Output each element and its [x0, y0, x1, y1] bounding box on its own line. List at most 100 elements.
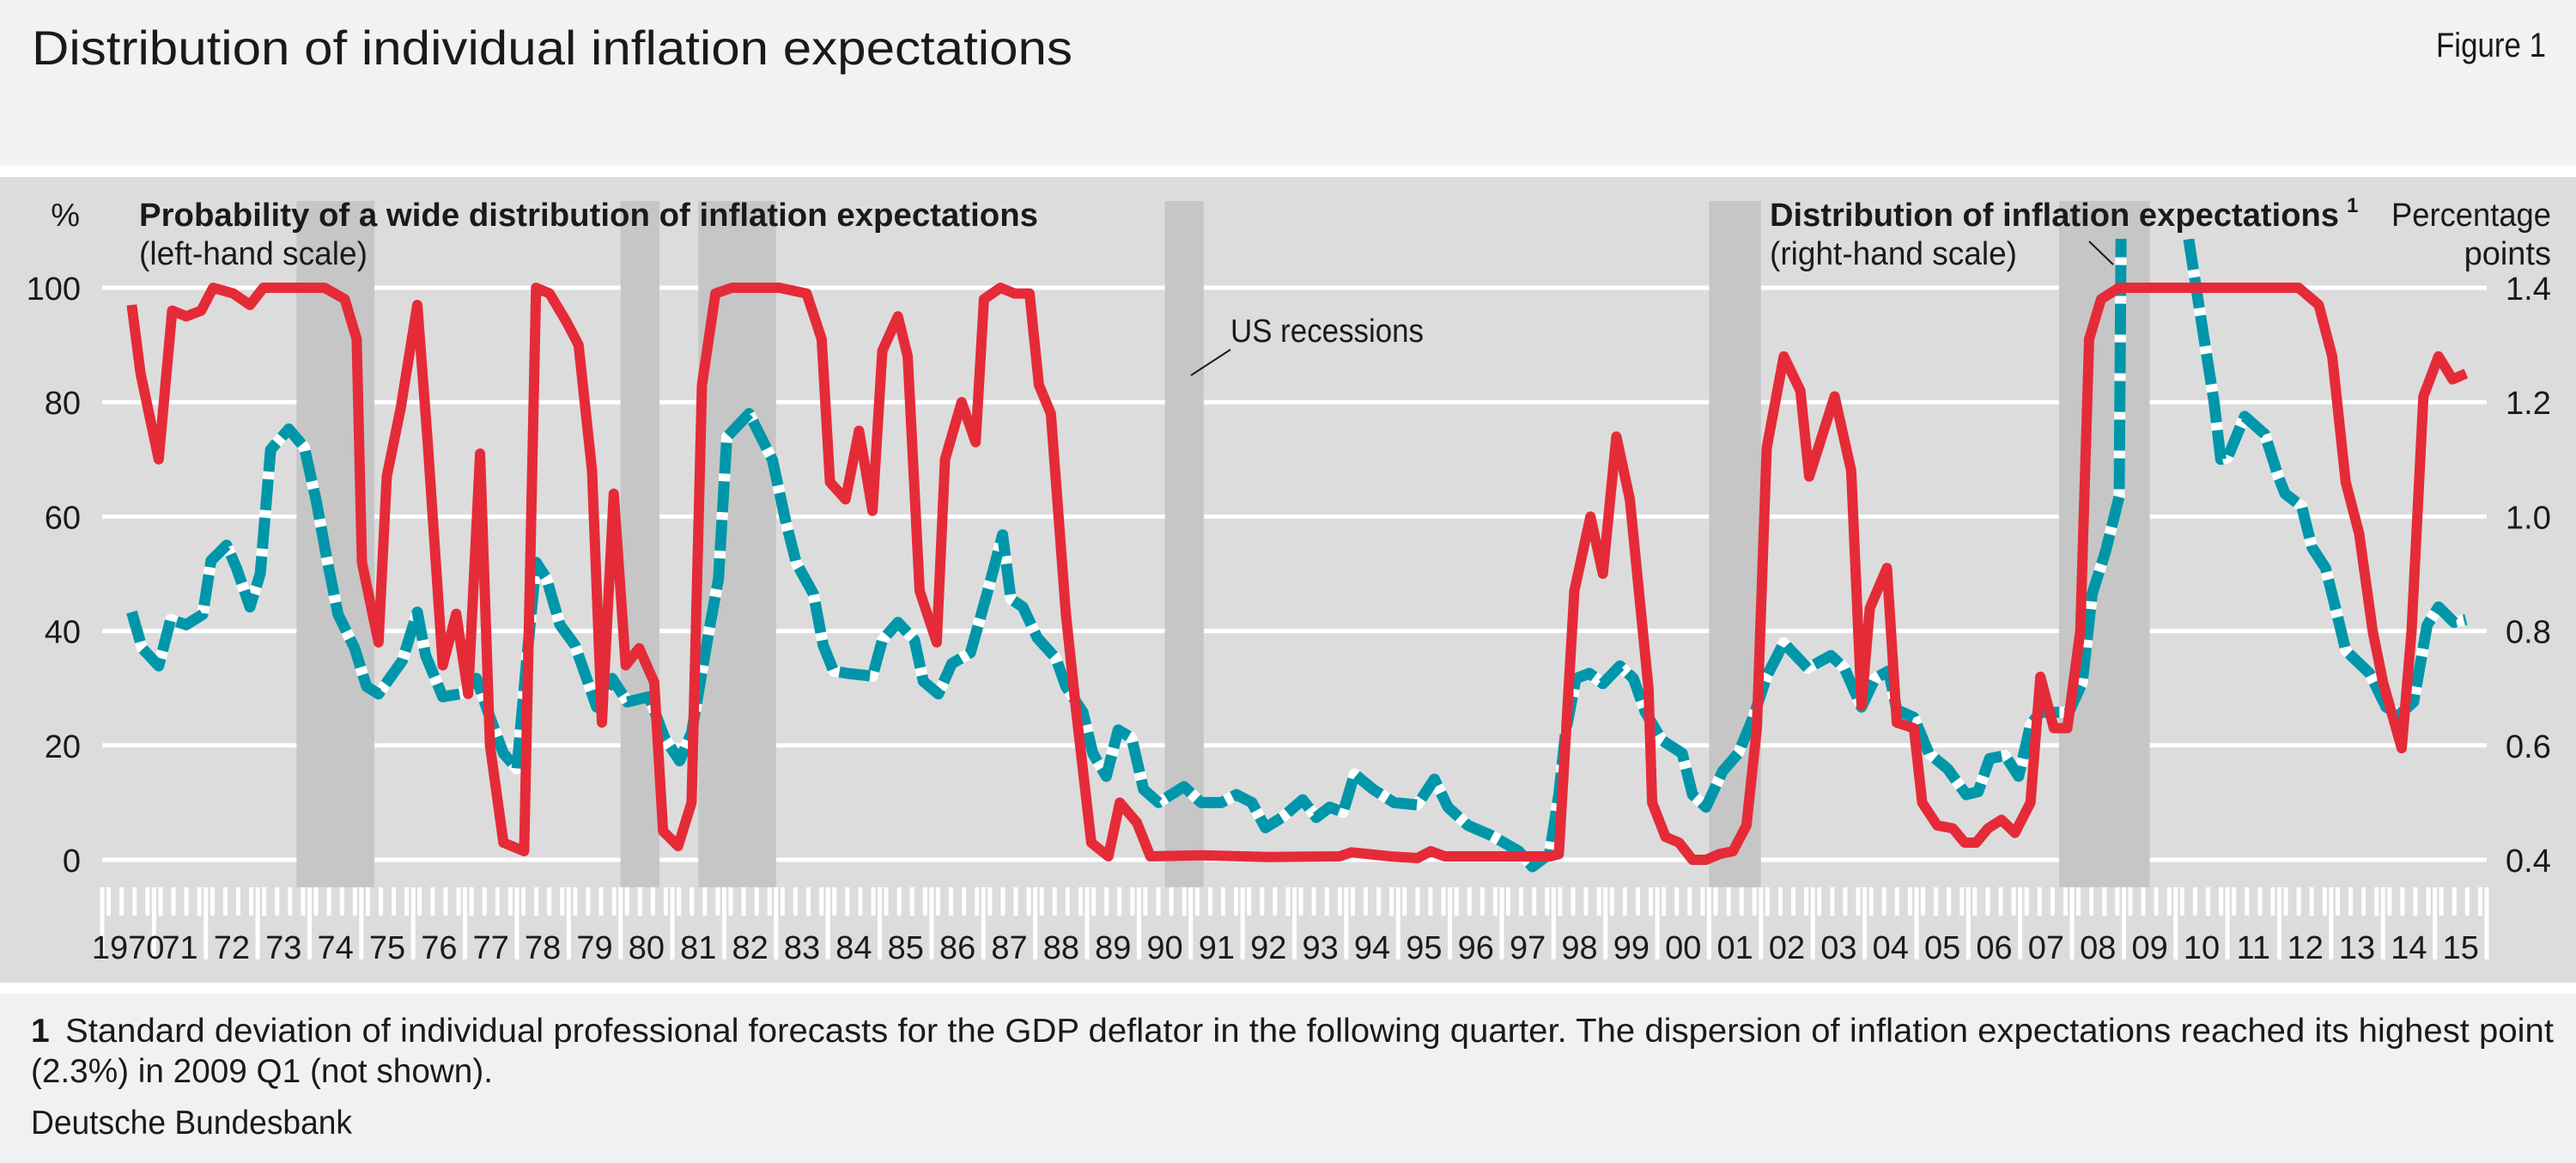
x-minor-tick [2166, 887, 2172, 916]
x-major-tick [410, 887, 416, 959]
x-minor-tick [962, 887, 967, 916]
x-major-tick [100, 887, 105, 959]
x-minor-tick [339, 887, 344, 916]
x-minor-tick [1752, 887, 1757, 916]
x-minor-tick [495, 887, 500, 916]
x-minor-tick [1194, 887, 1200, 916]
x-tick-label: 96 [1458, 930, 1494, 966]
x-minor-tick [1545, 887, 1550, 916]
x-minor-tick [1130, 887, 1135, 916]
x-minor-tick [158, 887, 163, 916]
x-minor-tick [871, 887, 876, 916]
x-tick-label: 86 [939, 930, 975, 966]
x-minor-tick [1881, 887, 1886, 916]
x-tick-label: 75 [369, 930, 405, 966]
x-minor-tick [1907, 887, 1912, 916]
x-tick-label: 84 [835, 930, 872, 966]
x-major-tick [878, 887, 883, 959]
x-minor-tick [1052, 887, 1057, 916]
x-minor-tick [2400, 887, 2405, 916]
x-major-tick [1810, 887, 1815, 959]
x-major-tick [1395, 887, 1400, 959]
x-minor-tick [2309, 887, 2314, 916]
x-major-tick [670, 887, 675, 959]
x-minor-tick [456, 887, 461, 916]
x-minor-tick [1298, 887, 1303, 916]
x-minor-tick [1662, 887, 1667, 916]
x-tick-label: 09 [2131, 930, 2167, 966]
x-minor-tick [1726, 887, 1731, 916]
x-minor-tick [806, 887, 811, 916]
x-minor-tick [352, 887, 357, 916]
x-major-tick [618, 887, 623, 959]
x-minor-tick [2219, 887, 2224, 916]
right-tick-label: 1.2 [2506, 386, 2551, 422]
x-major-tick [307, 887, 312, 959]
x-tick-label: 71 [161, 930, 197, 966]
x-minor-tick [132, 887, 137, 916]
x-minor-tick [2102, 887, 2107, 916]
x-tick-label: 13 [2339, 930, 2375, 966]
x-minor-tick [2257, 887, 2263, 916]
series-line-dispersion [126, 239, 2468, 873]
x-minor-tick [1894, 887, 1899, 916]
x-tick-label: 92 [1250, 930, 1286, 966]
x-tick-label: 79 [576, 930, 612, 966]
right-tick-label: 1.0 [2506, 500, 2551, 536]
right-tick-label: 0.8 [2506, 615, 2551, 651]
x-minor-tick [2283, 887, 2288, 916]
x-minor-tick [1920, 887, 1925, 916]
x-minor-tick [1972, 887, 1978, 916]
x-minor-tick [1104, 887, 1109, 916]
x-minor-tick [534, 887, 539, 916]
x-minor-tick [1830, 887, 1835, 916]
x-minor-tick [819, 887, 824, 916]
left-tick-label: 20 [45, 729, 81, 765]
x-minor-tick [1039, 887, 1044, 916]
x-minor-tick [586, 887, 591, 916]
x-minor-tick [275, 887, 280, 916]
x-major-tick [2484, 887, 2489, 959]
header-background [0, 0, 2576, 166]
x-minor-tick [1700, 887, 1705, 916]
x-major-tick [1448, 887, 1453, 959]
x-minor-tick [1441, 887, 1446, 916]
x-major-tick [2225, 887, 2230, 959]
x-minor-tick [521, 887, 526, 916]
legend-probability-scale-note: (left-hand scale) [139, 236, 368, 272]
right-axis-unit-line1: Percentage [2391, 198, 2551, 234]
recession-band [620, 201, 659, 887]
x-major-tick [1914, 887, 1919, 959]
x-minor-tick [1285, 887, 1291, 916]
x-tick-label: 02 [1769, 930, 1805, 966]
x-minor-tick [690, 887, 695, 916]
x-minor-tick [1428, 887, 1433, 916]
x-minor-tick [1765, 887, 1770, 916]
x-minor-tick [949, 887, 954, 916]
x-minor-tick [1947, 887, 1952, 916]
x-tick-label: 06 [1976, 930, 2012, 966]
x-minor-tick [313, 887, 319, 916]
x-minor-tick [1571, 887, 1576, 916]
x-major-tick [2121, 887, 2126, 959]
x-minor-tick [780, 887, 785, 916]
x-minor-tick [365, 887, 370, 916]
x-tick-label: 73 [265, 930, 301, 966]
x-minor-tick [1959, 887, 1965, 916]
x-minor-tick [1389, 887, 1394, 916]
x-minor-tick [702, 887, 708, 916]
x-tick-label: 74 [318, 930, 354, 966]
x-minor-tick [184, 887, 189, 916]
x-minor-tick [1091, 887, 1097, 916]
x-minor-tick [2050, 887, 2055, 916]
x-tick-label: 94 [1354, 930, 1390, 966]
x-minor-tick [1376, 887, 1382, 916]
x-major-tick [1136, 887, 1141, 959]
x-minor-tick [1609, 887, 1614, 916]
x-minor-tick [2037, 887, 2042, 916]
x-minor-tick [1143, 887, 1148, 916]
x-minor-tick [1558, 887, 1563, 916]
x-minor-tick [1817, 887, 1822, 916]
x-minor-tick [896, 887, 902, 916]
x-tick-label: 11 [2237, 930, 2270, 966]
